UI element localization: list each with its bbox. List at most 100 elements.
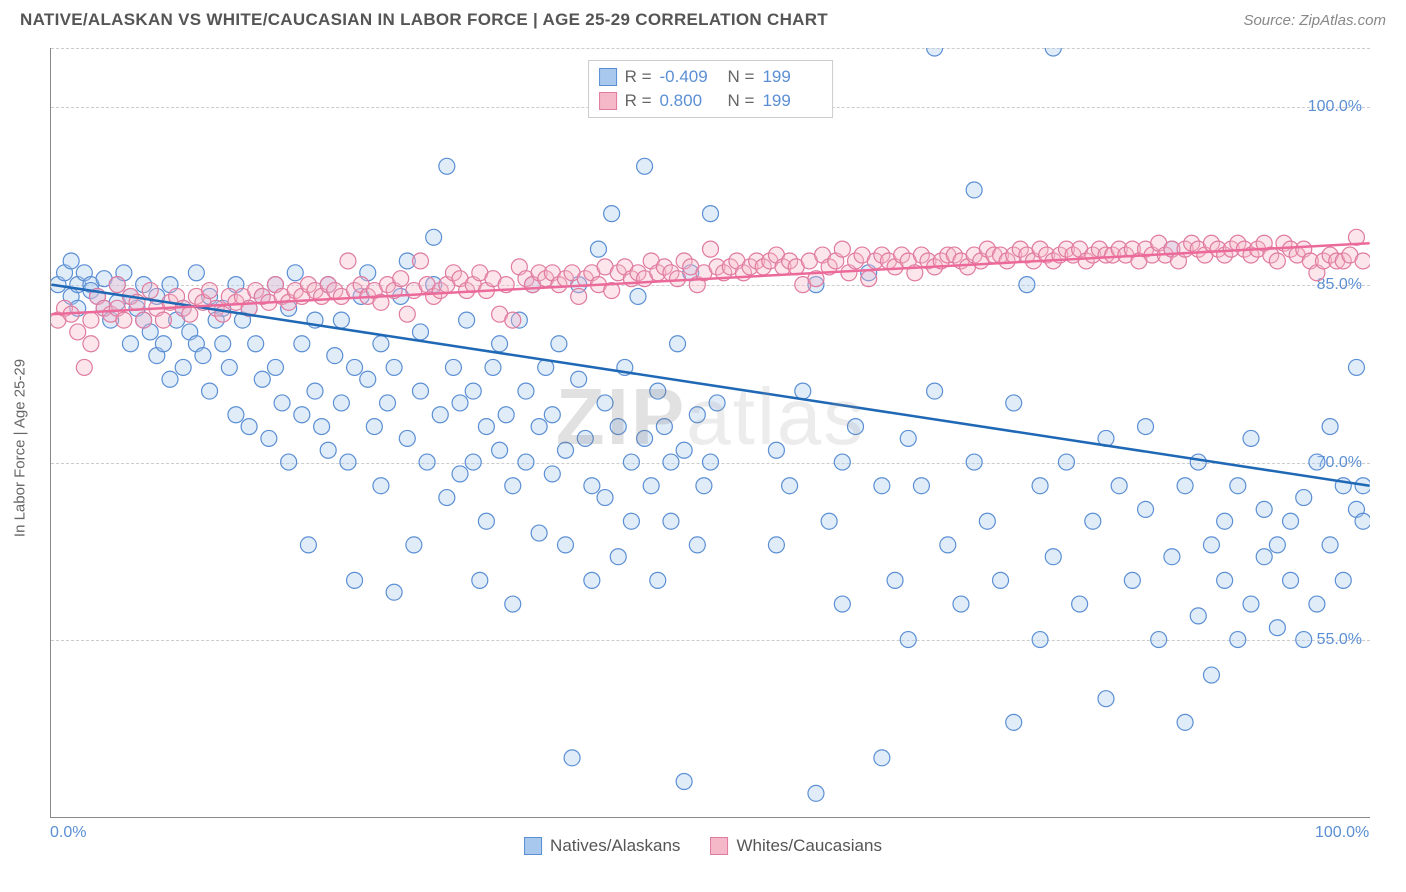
scatter-point-blue bbox=[874, 750, 890, 766]
scatter-point-pink bbox=[142, 283, 158, 299]
legend-series-label: Natives/Alaskans bbox=[550, 836, 680, 856]
scatter-point-blue bbox=[1269, 620, 1285, 636]
scatter-point-blue bbox=[637, 158, 653, 174]
scatter-point-blue bbox=[287, 265, 303, 281]
scatter-point-blue bbox=[808, 785, 824, 801]
scatter-point-pink bbox=[703, 241, 719, 257]
scatter-point-blue bbox=[439, 158, 455, 174]
scatter-point-blue bbox=[1045, 549, 1061, 565]
scatter-point-blue bbox=[637, 430, 653, 446]
series-legend: Natives/Alaskans Whites/Caucasians bbox=[524, 836, 882, 856]
scatter-point-blue bbox=[1203, 537, 1219, 553]
scatter-point-blue bbox=[1124, 572, 1140, 588]
scatter-point-blue bbox=[564, 750, 580, 766]
scatter-point-blue bbox=[188, 265, 204, 281]
scatter-point-blue bbox=[900, 632, 916, 648]
scatter-point-blue bbox=[1335, 572, 1351, 588]
scatter-point-blue bbox=[1085, 513, 1101, 529]
legend-swatch bbox=[524, 837, 542, 855]
scatter-point-blue bbox=[887, 572, 903, 588]
scatter-point-blue bbox=[703, 454, 719, 470]
scatter-point-pink bbox=[861, 271, 877, 287]
scatter-point-blue bbox=[373, 478, 389, 494]
scatter-point-blue bbox=[557, 537, 573, 553]
scatter-point-blue bbox=[294, 336, 310, 352]
scatter-point-pink bbox=[340, 253, 356, 269]
scatter-point-blue bbox=[373, 336, 389, 352]
scatter-point-pink bbox=[1355, 253, 1370, 269]
legend-swatch bbox=[599, 68, 617, 86]
scatter-point-blue bbox=[1151, 632, 1167, 648]
scatter-point-blue bbox=[1058, 454, 1074, 470]
scatter-point-blue bbox=[452, 466, 468, 482]
scatter-point-blue bbox=[333, 312, 349, 328]
legend-n-label: N = bbox=[728, 67, 755, 87]
scatter-point-blue bbox=[623, 454, 639, 470]
scatter-point-pink bbox=[571, 288, 587, 304]
scatter-point-blue bbox=[1098, 691, 1114, 707]
scatter-point-blue bbox=[1032, 478, 1048, 494]
scatter-point-blue bbox=[472, 572, 488, 588]
scatter-point-blue bbox=[571, 371, 587, 387]
scatter-point-blue bbox=[333, 395, 349, 411]
scatter-point-blue bbox=[1006, 714, 1022, 730]
scatter-point-blue bbox=[307, 383, 323, 399]
chart-title: NATIVE/ALASKAN VS WHITE/CAUCASIAN IN LAB… bbox=[20, 10, 828, 30]
scatter-point-blue bbox=[663, 513, 679, 529]
scatter-point-blue bbox=[492, 336, 508, 352]
scatter-point-blue bbox=[228, 407, 244, 423]
scatter-point-blue bbox=[445, 359, 461, 375]
scatter-point-blue bbox=[215, 336, 231, 352]
scatter-point-blue bbox=[281, 454, 297, 470]
scatter-point-blue bbox=[643, 478, 659, 494]
scatter-point-blue bbox=[795, 383, 811, 399]
scatter-point-blue bbox=[340, 454, 356, 470]
scatter-point-blue bbox=[953, 596, 969, 612]
scatter-point-blue bbox=[650, 572, 666, 588]
scatter-point-blue bbox=[1217, 513, 1233, 529]
scatter-point-blue bbox=[1283, 572, 1299, 588]
scatter-point-blue bbox=[913, 478, 929, 494]
scatter-point-blue bbox=[696, 478, 712, 494]
scatter-point-blue bbox=[261, 430, 277, 446]
source-label: Source: ZipAtlas.com bbox=[1243, 12, 1386, 29]
scatter-svg bbox=[51, 48, 1370, 817]
scatter-point-blue bbox=[380, 395, 396, 411]
legend-r-value: -0.409 bbox=[660, 67, 720, 87]
scatter-point-blue bbox=[610, 419, 626, 435]
scatter-point-blue bbox=[406, 537, 422, 553]
scatter-point-blue bbox=[577, 430, 593, 446]
scatter-point-pink bbox=[83, 336, 99, 352]
scatter-point-pink bbox=[1269, 253, 1285, 269]
scatter-point-blue bbox=[399, 430, 415, 446]
scatter-point-pink bbox=[136, 312, 152, 328]
scatter-point-blue bbox=[320, 442, 336, 458]
scatter-point-blue bbox=[241, 419, 257, 435]
scatter-point-blue bbox=[452, 395, 468, 411]
scatter-point-blue bbox=[1322, 537, 1338, 553]
scatter-point-blue bbox=[1032, 632, 1048, 648]
scatter-point-pink bbox=[182, 306, 198, 322]
scatter-point-blue bbox=[175, 359, 191, 375]
scatter-point-blue bbox=[465, 383, 481, 399]
scatter-point-blue bbox=[544, 407, 560, 423]
scatter-point-pink bbox=[83, 312, 99, 328]
scatter-point-blue bbox=[386, 584, 402, 600]
scatter-point-pink bbox=[505, 312, 521, 328]
scatter-point-blue bbox=[485, 359, 501, 375]
scatter-point-blue bbox=[848, 419, 864, 435]
legend-r-value: 0.800 bbox=[660, 91, 720, 111]
scatter-point-blue bbox=[426, 229, 442, 245]
scatter-point-pink bbox=[393, 271, 409, 287]
scatter-point-pink bbox=[399, 306, 415, 322]
scatter-point-blue bbox=[459, 312, 475, 328]
scatter-point-blue bbox=[122, 336, 138, 352]
scatter-point-blue bbox=[1256, 501, 1272, 517]
scatter-point-blue bbox=[689, 537, 705, 553]
scatter-point-blue bbox=[1309, 596, 1325, 612]
x-tick-label: 100.0% bbox=[1315, 824, 1369, 842]
scatter-point-blue bbox=[597, 395, 613, 411]
scatter-point-blue bbox=[432, 407, 448, 423]
scatter-point-blue bbox=[1296, 632, 1312, 648]
scatter-point-blue bbox=[254, 371, 270, 387]
